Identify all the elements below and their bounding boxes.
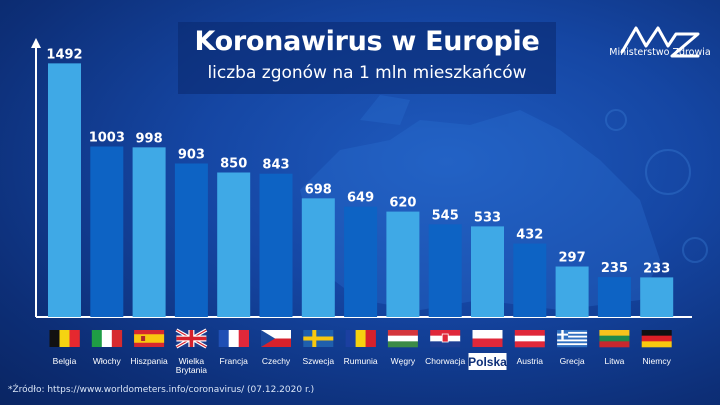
value-label: 843 [262,158,289,173]
category-label: Włochy [93,356,122,366]
germany-flag-icon [641,330,672,348]
value-label: 649 [347,191,374,206]
category-label: Francja [220,356,249,366]
title-panel [178,22,556,94]
logo-text: Ministerstwo Zdrowia [609,47,711,58]
highlight-box [468,353,507,370]
bar-chorwacja [428,224,462,317]
value-label: 698 [305,182,332,197]
greece-flag-icon [557,330,588,348]
category-label: Austria [517,356,544,366]
bar-włochy [90,146,124,317]
austria-flag-icon [514,330,545,348]
france-flag-icon [218,330,249,347]
bar-austria [513,243,547,317]
bar-wielka-brytania [174,163,208,317]
value-label: 903 [178,147,205,162]
bar-czechy [259,173,293,317]
lithuania-flag-icon [599,330,630,348]
category-label: Grecja [560,356,585,366]
bar-polska [471,226,504,317]
category-label: Brytania [176,365,207,375]
page-subtitle: liczba zgonów na 1 mln mieszkańców [207,63,527,83]
value-label: 233 [643,261,670,276]
mz-logo-icon [620,26,700,58]
poland-flag-icon [472,330,503,347]
category-label: Polska [468,355,507,369]
value-label: 432 [516,228,543,243]
italy-flag-icon [91,330,123,347]
uk-flag-icon [175,328,208,349]
hungary-flag-icon [387,330,418,348]
category-label: Hiszpania [130,356,168,366]
value-label: 1492 [46,47,82,62]
belgium-flag-icon [49,330,80,347]
bar-litwa [597,277,631,317]
czechia-flag-icon [261,330,291,347]
bar-hiszpania [132,147,166,317]
bar-belgia [48,63,81,317]
value-label: 533 [474,210,501,225]
category-label: Rumunia [344,356,378,366]
spain-flag-icon [134,330,165,347]
bar-niemcy [640,277,674,317]
romania-flag-icon [345,330,376,347]
page-title: Koronawirus w Europie [194,26,540,57]
category-label: Czechy [262,356,291,366]
bar-francja [217,172,251,317]
croatia-flag-icon [430,330,461,348]
value-label: 297 [559,251,586,266]
value-label: 545 [432,208,459,223]
value-label: 998 [136,131,163,146]
source-note: *Źródło: https://www.worldometers.info/c… [8,385,315,395]
bar-szwecja [301,198,335,317]
value-label: 620 [389,196,416,211]
category-label: Węgry [391,356,416,366]
category-label: Wielka [179,356,205,366]
value-label: 850 [220,157,247,172]
category-label: Chorwacja [425,356,465,366]
y-axis-arrow [31,38,41,48]
category-label: Belgia [53,356,77,366]
category-label: Niemcy [643,356,672,366]
bar-grecja [555,266,589,317]
value-label: 235 [601,261,628,276]
category-label: Szwecja [302,356,334,366]
value-label: 1003 [89,130,125,145]
sweden-flag-icon [303,330,334,347]
bar-węgry [386,211,420,317]
bar-rumunia [344,206,378,317]
category-label: Litwa [604,356,624,366]
